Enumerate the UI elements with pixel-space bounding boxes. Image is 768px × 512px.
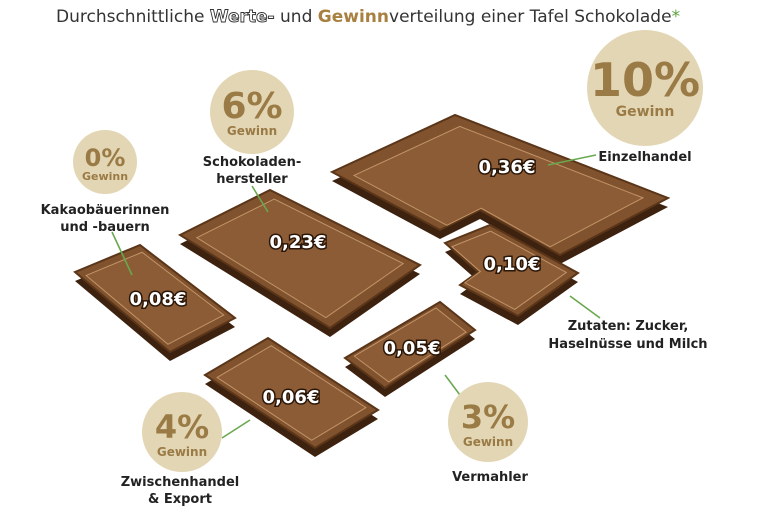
subtitle-part: Werte- bbox=[210, 7, 275, 27]
connector bbox=[569, 295, 601, 319]
profit-circle bbox=[142, 392, 222, 472]
subtitle-part: Gewinn bbox=[318, 7, 389, 27]
chocolate-piece bbox=[353, 307, 467, 383]
profit: 0% bbox=[85, 144, 126, 172]
chocolate-pieces bbox=[73, 113, 671, 457]
segment-label: Schokoladen- bbox=[203, 155, 301, 170]
segment-label: Haselnüsse und Milch bbox=[548, 337, 707, 352]
profit-circle bbox=[210, 70, 294, 154]
chocolate-piece bbox=[216, 345, 367, 441]
segment-label: und -bauern bbox=[60, 220, 150, 235]
chocolate-piece bbox=[85, 251, 225, 345]
segment-value: 0,10€ bbox=[484, 254, 541, 275]
profit-circle bbox=[448, 382, 528, 462]
profit-label: Gewinn bbox=[157, 445, 207, 459]
profit-label: Gewinn bbox=[463, 435, 513, 449]
segment-label: Einzelhandel bbox=[598, 150, 691, 165]
segment-value: 0,23€ bbox=[270, 232, 327, 253]
subtitle: Durchschnittliche Werte- und Gewinnverte… bbox=[56, 7, 680, 27]
connector bbox=[547, 154, 597, 166]
connector bbox=[444, 374, 461, 396]
profit: 4% bbox=[155, 408, 209, 446]
profit: 3% bbox=[461, 398, 515, 436]
segment-value: 0,08€ bbox=[130, 289, 187, 310]
values: 0,08€ 0,23€ 0,36€ 0,10€ 0,05€ 0,06€ bbox=[128, 156, 542, 410]
profit: 6% bbox=[221, 86, 282, 127]
connector bbox=[251, 185, 269, 213]
chocolate-piece bbox=[451, 230, 568, 311]
segment-value: 0,05€ bbox=[384, 338, 441, 359]
segment-label: Vermahler bbox=[452, 470, 528, 485]
segment-label: Kakaobäuerinnen bbox=[41, 203, 170, 218]
labels: Kakaobäuerinnen und -bauern Schokoladen-… bbox=[41, 150, 708, 507]
segment-label: Zutaten: Zucker, bbox=[568, 319, 689, 334]
profit-label: Gewinn bbox=[616, 104, 675, 120]
profit-circle bbox=[73, 130, 137, 194]
connectors bbox=[111, 154, 601, 439]
segment-value: 0,36€ bbox=[479, 157, 536, 178]
connector bbox=[221, 419, 251, 439]
profit-circle bbox=[587, 30, 703, 146]
profit: 10% bbox=[590, 53, 700, 107]
segment-label: & Export bbox=[148, 492, 212, 507]
subtitle-part: verteilung einer Tafel Schokolade bbox=[389, 7, 672, 27]
chocolate-piece bbox=[195, 198, 405, 319]
profit-label: Gewinn bbox=[227, 124, 277, 138]
connector bbox=[111, 231, 133, 276]
segment-value: 0,06€ bbox=[263, 387, 320, 408]
subtitle-part: Durchschnittliche bbox=[56, 7, 210, 27]
chocolate-piece bbox=[352, 125, 645, 248]
segment-label: hersteller bbox=[216, 172, 288, 187]
profit-label: Gewinn bbox=[82, 170, 128, 183]
subtitle-part: und bbox=[275, 7, 318, 27]
segment-label: Zwischenhandel bbox=[121, 475, 240, 490]
profit-circles: 0% Gewinn 6% Gewinn 10% Gewinn 3% Gewinn… bbox=[73, 30, 703, 472]
subtitle-part: * bbox=[672, 7, 681, 27]
